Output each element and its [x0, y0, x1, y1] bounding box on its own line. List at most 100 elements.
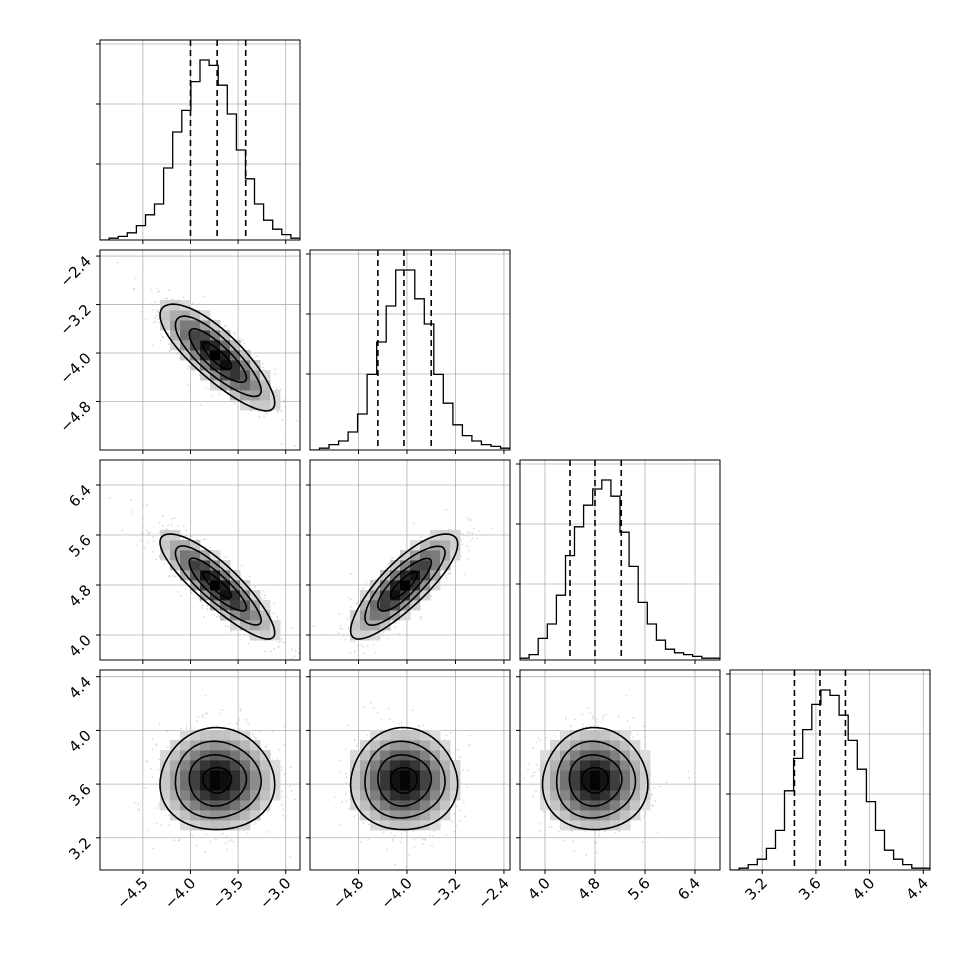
density-cell [240, 620, 251, 631]
scatter-point [285, 397, 287, 400]
panel-content [108, 497, 300, 660]
density-cell [230, 770, 241, 781]
scatter-point [364, 584, 366, 586]
density-cell [260, 620, 271, 631]
scatter-point [141, 518, 144, 520]
scatter-point [380, 718, 383, 721]
scatter-point [185, 529, 187, 532]
density-cell [230, 360, 241, 371]
panel-frame [309, 249, 511, 451]
scatter-point [294, 798, 296, 801]
scatter-point [369, 701, 372, 704]
scatter-point [402, 728, 405, 731]
density-cell [350, 780, 361, 791]
scatter-point [238, 719, 241, 721]
density-cell [210, 570, 221, 581]
density-cell [190, 780, 201, 791]
density-cell [200, 340, 211, 351]
scatter-point [158, 290, 161, 292]
contour-line [201, 570, 233, 599]
density-cell [260, 610, 271, 621]
scatter-point [152, 321, 155, 324]
scatter-point [281, 769, 283, 771]
scatter-point [203, 295, 206, 298]
scatter-point [206, 604, 209, 607]
scatter-point [399, 841, 402, 844]
scatter-point [387, 562, 389, 565]
contour-line [159, 303, 276, 412]
density-cell [160, 310, 171, 321]
density-cell [230, 340, 241, 351]
scatter-point [456, 805, 458, 808]
density-cell [410, 560, 421, 571]
scatter-point [450, 820, 453, 823]
scatter-point [312, 625, 315, 628]
scatter-point [411, 709, 414, 712]
scatter-point [254, 821, 257, 824]
density-cell [380, 790, 391, 801]
density-cell [160, 550, 171, 561]
density-cell [260, 390, 271, 401]
scatter-point [140, 539, 143, 542]
scatter-point [450, 800, 452, 802]
density-cell [380, 600, 391, 611]
scatter-point [147, 829, 150, 832]
scatter-point [221, 709, 224, 712]
density-cell [230, 740, 241, 751]
scatter-point [285, 796, 288, 799]
panel-1-1 [306, 249, 511, 454]
scatter-point [205, 386, 207, 389]
scatter-point [339, 802, 341, 804]
density-cell [190, 760, 201, 771]
density-cell [380, 620, 391, 631]
scatter-point [417, 725, 420, 728]
scatter-point [366, 645, 369, 648]
density-cell [220, 570, 231, 581]
density-cell [210, 730, 221, 741]
density-cell [180, 810, 191, 821]
density-cell [370, 580, 381, 591]
scatter-point [137, 802, 140, 805]
scatter-point [228, 840, 231, 843]
scatter-point [151, 776, 154, 778]
scatter-point [468, 518, 471, 520]
scatter-point [347, 627, 350, 630]
scatter-point [198, 303, 200, 305]
scatter-point [175, 352, 177, 355]
scatter-point [278, 748, 281, 751]
scatter-point [338, 759, 341, 762]
scatter-point [413, 845, 416, 848]
scatter-point [147, 531, 149, 534]
scatter-point [167, 343, 170, 346]
scatter-point [448, 528, 450, 531]
scatter-point [280, 766, 283, 768]
scatter-point [345, 772, 348, 775]
density-cell [360, 790, 371, 801]
scatter-point [200, 600, 202, 603]
panel-content [134, 694, 341, 859]
density-cell [360, 620, 371, 631]
panel-2-0: 4.04.85.66.4 [65, 459, 301, 664]
y-tick-label: 4.0 [65, 727, 95, 757]
scatter-point [394, 626, 396, 628]
scatter-point [240, 564, 243, 567]
density-cell [410, 590, 421, 601]
scatter-point [253, 823, 256, 826]
density-cell [220, 800, 231, 811]
scatter-point [167, 332, 170, 335]
density-cell [240, 750, 251, 761]
density-cell [210, 600, 221, 611]
scatter-point [391, 556, 394, 559]
scatter-point [355, 602, 358, 605]
scatter-point [283, 399, 285, 402]
scatter-point [421, 838, 424, 841]
scatter-point [270, 616, 273, 618]
scatter-point [294, 650, 297, 653]
scatter-point [258, 415, 261, 418]
scatter-point [221, 832, 224, 835]
scatter-point [204, 538, 207, 541]
scatter-point [186, 384, 189, 387]
density-cell [190, 350, 201, 361]
scatter-point [158, 805, 161, 808]
scatter-point [355, 745, 358, 747]
